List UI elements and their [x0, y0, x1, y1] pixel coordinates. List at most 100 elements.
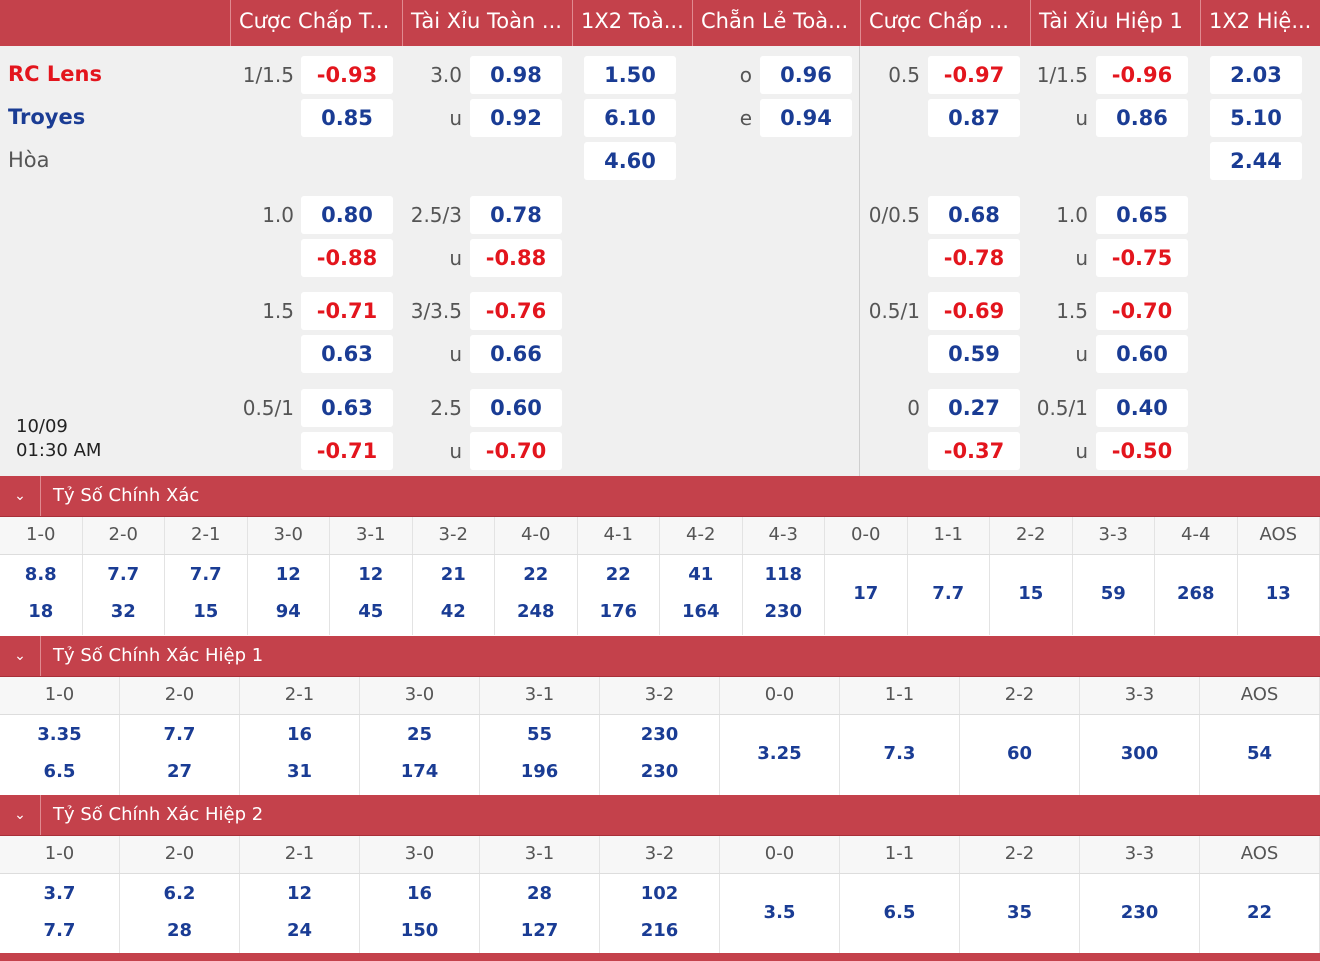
odds-button[interactable]: 0.60 — [470, 389, 562, 427]
score-odds[interactable]: 18 — [28, 601, 54, 622]
odds-button[interactable]: 0.94 — [760, 99, 852, 137]
score-odds[interactable]: 8.8 — [24, 564, 57, 585]
chevron-down-icon[interactable]: ⌄ — [14, 807, 26, 823]
score-odds[interactable]: 41 — [688, 564, 714, 585]
odds-button[interactable]: -0.96 — [1096, 56, 1188, 94]
away-team[interactable]: Troyes — [8, 105, 86, 129]
score-odds[interactable]: 216 — [640, 920, 679, 941]
odds-button[interactable]: -0.37 — [928, 432, 1020, 470]
score-odds[interactable]: 16 — [406, 883, 433, 904]
score-odds[interactable]: 94 — [275, 601, 301, 622]
odds-button[interactable]: -0.70 — [1096, 292, 1188, 330]
score-odds[interactable]: 3.35 — [37, 724, 82, 745]
odds-button[interactable]: 0.80 — [301, 196, 393, 234]
score-odds[interactable]: 230 — [764, 601, 803, 622]
score-odds[interactable]: 6.2 — [163, 883, 196, 904]
score-odds[interactable]: 22 — [1246, 902, 1273, 923]
tab-handicap-h1[interactable]: Cược Chấp ... — [860, 0, 1030, 46]
score-odds[interactable]: 196 — [520, 761, 559, 782]
odds-button[interactable]: -0.69 — [928, 292, 1020, 330]
score-odds[interactable]: 230 — [1120, 902, 1159, 923]
score-odds[interactable]: 118 — [764, 564, 803, 585]
score-odds[interactable]: 176 — [599, 601, 638, 622]
score-odds[interactable]: 25 — [406, 724, 433, 745]
score-odds[interactable]: 7.7 — [107, 564, 140, 585]
tab-1x2-full[interactable]: 1X2 Toà... — [572, 0, 692, 46]
score-odds[interactable]: 12 — [286, 883, 313, 904]
odds-button[interactable]: 0.65 — [1096, 196, 1188, 234]
odds-button[interactable]: 0.68 — [928, 196, 1020, 234]
section-header-cs-h2[interactable]: ⌄ Tỷ Số Chính Xác Hiệp 2 — [0, 795, 1320, 836]
score-odds[interactable]: 16 — [286, 724, 313, 745]
odds-button[interactable]: 0.66 — [470, 335, 562, 373]
score-odds[interactable]: 3.25 — [757, 743, 802, 764]
odds-button[interactable]: 4.60 — [584, 142, 676, 180]
score-odds[interactable]: 174 — [400, 761, 439, 782]
score-odds[interactable]: 15 — [1018, 583, 1044, 604]
odds-button[interactable]: 0.59 — [928, 335, 1020, 373]
odds-button[interactable]: -0.71 — [301, 292, 393, 330]
odds-button[interactable]: 2.03 — [1210, 56, 1302, 94]
score-odds[interactable]: 7.7 — [163, 724, 196, 745]
odds-button[interactable]: 1.50 — [584, 56, 676, 94]
score-odds[interactable]: 7.3 — [883, 743, 916, 764]
score-odds[interactable]: 248 — [516, 601, 555, 622]
score-odds[interactable]: 54 — [1246, 743, 1273, 764]
score-odds[interactable]: 102 — [640, 883, 679, 904]
tab-odd-even-full[interactable]: Chẵn Lẻ Toà... — [692, 0, 860, 46]
odds-button[interactable]: -0.70 — [470, 432, 562, 470]
odds-button[interactable]: 2.44 — [1210, 142, 1302, 180]
score-odds[interactable]: 17 — [853, 583, 879, 604]
odds-button[interactable]: -0.78 — [928, 239, 1020, 277]
tab-handicap-full[interactable]: Cược Chấp T... — [230, 0, 402, 46]
score-odds[interactable]: 164 — [681, 601, 720, 622]
score-odds[interactable]: 127 — [520, 920, 559, 941]
score-odds[interactable]: 6.5 — [43, 761, 76, 782]
odds-button[interactable]: -0.88 — [301, 239, 393, 277]
odds-button[interactable]: -0.93 — [301, 56, 393, 94]
odds-button[interactable]: -0.75 — [1096, 239, 1188, 277]
odds-button[interactable]: 5.10 — [1210, 99, 1302, 137]
score-odds[interactable]: 3.5 — [763, 902, 796, 923]
score-odds[interactable]: 268 — [1176, 583, 1215, 604]
score-odds[interactable]: 22 — [523, 564, 549, 585]
score-odds[interactable]: 35 — [1006, 902, 1033, 923]
odds-button[interactable]: -0.97 — [928, 56, 1020, 94]
odds-button[interactable]: 0.96 — [760, 56, 852, 94]
score-odds[interactable]: 31 — [286, 761, 313, 782]
score-odds[interactable]: 12 — [275, 564, 301, 585]
score-odds[interactable]: 12 — [358, 564, 384, 585]
section-header-cs-h1[interactable]: ⌄ Tỷ Số Chính Xác Hiệp 1 — [0, 636, 1320, 677]
score-odds[interactable]: 21 — [440, 564, 466, 585]
odds-button[interactable]: 0.63 — [301, 389, 393, 427]
score-odds[interactable]: 24 — [286, 920, 313, 941]
odds-button[interactable]: -0.71 — [301, 432, 393, 470]
odds-button[interactable]: 0.27 — [928, 389, 1020, 427]
odds-button[interactable]: 0.60 — [1096, 335, 1188, 373]
chevron-down-icon[interactable]: ⌄ — [14, 648, 26, 664]
score-odds[interactable]: 7.7 — [932, 583, 965, 604]
home-team[interactable]: RC Lens — [8, 62, 102, 86]
score-odds[interactable]: 15 — [193, 601, 219, 622]
score-odds[interactable]: 300 — [1120, 743, 1159, 764]
score-odds[interactable]: 32 — [110, 601, 136, 622]
score-odds[interactable]: 230 — [640, 761, 679, 782]
score-odds[interactable]: 60 — [1006, 743, 1033, 764]
chevron-down-icon[interactable]: ⌄ — [14, 488, 26, 504]
tab-1x2-h1[interactable]: 1X2 Hiệ... — [1200, 0, 1320, 46]
score-odds[interactable]: 7.7 — [189, 564, 222, 585]
score-odds[interactable]: 150 — [400, 920, 439, 941]
score-odds[interactable]: 22 — [605, 564, 631, 585]
score-odds[interactable]: 55 — [526, 724, 553, 745]
score-odds[interactable]: 59 — [1100, 583, 1126, 604]
odds-button[interactable]: 0.40 — [1096, 389, 1188, 427]
score-odds[interactable]: 13 — [1265, 583, 1291, 604]
odds-button[interactable]: 0.98 — [470, 56, 562, 94]
score-odds[interactable]: 45 — [358, 601, 384, 622]
odds-button[interactable]: 0.63 — [301, 335, 393, 373]
tab-over-under-full[interactable]: Tài Xỉu Toàn ... — [402, 0, 572, 46]
score-odds[interactable]: 42 — [440, 601, 466, 622]
odds-button[interactable]: 0.87 — [928, 99, 1020, 137]
odds-button[interactable]: -0.76 — [470, 292, 562, 330]
score-odds[interactable]: 6.5 — [883, 902, 916, 923]
